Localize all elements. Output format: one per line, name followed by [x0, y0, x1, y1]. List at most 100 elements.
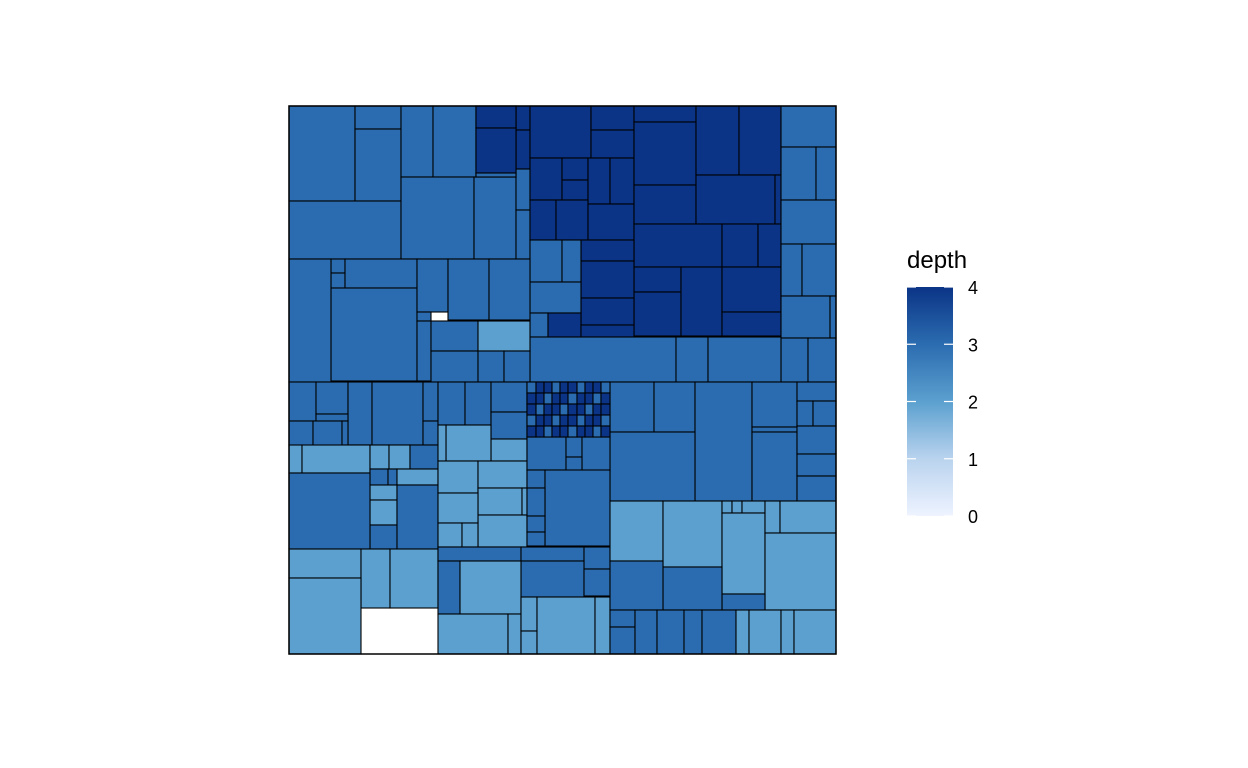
- treemap-tile: [529, 336, 677, 383]
- treemap-tile: [515, 209, 531, 260]
- treemap-tile: [567, 381, 578, 394]
- treemap-tile: [721, 500, 733, 514]
- treemap-tile: [576, 403, 586, 416]
- treemap-tile: [416, 258, 449, 313]
- treemap-tile: [521, 487, 528, 516]
- treemap-tile: [796, 453, 837, 477]
- treemap-tile: [437, 492, 479, 524]
- treemap-tile: [721, 593, 766, 611]
- treemap-tile: [609, 381, 655, 433]
- treemap-tile: [774, 174, 782, 225]
- treemap-tile: [475, 105, 517, 129]
- treemap-tile: [662, 566, 723, 611]
- treemap-tile: [369, 524, 398, 550]
- treemap-tile: [592, 381, 602, 394]
- treemap-tile: [580, 239, 635, 262]
- treemap-tile: [535, 414, 545, 427]
- treemap-tile: [354, 128, 402, 202]
- treemap-tile: [490, 381, 528, 413]
- treemap-tile: [529, 157, 563, 201]
- treemap-tile: [735, 609, 750, 655]
- treemap-tile: [520, 596, 538, 632]
- treemap-tile: [559, 392, 569, 405]
- treemap-tile: [559, 381, 569, 394]
- treemap-tile: [587, 157, 611, 205]
- treemap-tile: [369, 444, 390, 470]
- treemap-tile: [779, 500, 837, 534]
- treemap-tile: [526, 469, 546, 489]
- treemap-tile: [312, 420, 343, 447]
- treemap-tile: [369, 499, 398, 526]
- treemap-tile: [565, 456, 583, 472]
- treemap-tile: [662, 500, 723, 568]
- treemap-tile: [459, 560, 522, 615]
- treemap-tile: [796, 400, 814, 427]
- treemap-tile: [387, 468, 398, 486]
- treemap-tile: [576, 381, 586, 394]
- treemap-tile: [600, 425, 611, 438]
- treemap-tile: [633, 184, 697, 225]
- treemap-tile: [695, 105, 740, 176]
- treemap-tile: [529, 239, 563, 283]
- treemap-tile: [288, 444, 303, 474]
- treemap-tile: [354, 105, 402, 130]
- treemap-tile: [600, 381, 611, 394]
- treemap-tile: [721, 223, 759, 268]
- treemap-tile: [477, 460, 528, 489]
- treemap-tile: [543, 414, 553, 427]
- treemap-tile: [396, 468, 439, 486]
- treemap-tile: [801, 243, 837, 297]
- legend-tick-label: 2: [968, 393, 978, 413]
- treemap-tile: [555, 199, 589, 241]
- treemap-tile: [437, 613, 509, 655]
- treemap-tile: [490, 411, 528, 440]
- treemap-tile: [565, 436, 583, 458]
- treemap-tile: [600, 414, 611, 427]
- treemap-tile: [477, 487, 523, 516]
- treemap-tile: [764, 500, 781, 534]
- treemap-tile: [780, 146, 817, 201]
- legend-title: depth: [907, 247, 967, 274]
- treemap-tile: [475, 127, 517, 174]
- treemap-tile: [567, 392, 578, 405]
- treemap-tile: [526, 414, 537, 427]
- treemap-tile: [721, 311, 782, 337]
- treemap-tile: [796, 425, 837, 455]
- treemap-tile: [590, 129, 635, 159]
- treemap-tile: [815, 146, 837, 201]
- treemap-tile: [576, 414, 586, 427]
- legend: depth 0 1 2 3 4: [907, 247, 978, 527]
- treemap-tile: [389, 548, 439, 609]
- treemap-tile: [764, 532, 837, 611]
- legend-ticks: 0 1 2 3 4: [907, 278, 978, 527]
- legend-tick-label: 1: [968, 450, 978, 470]
- treemap-tile: [592, 425, 602, 438]
- treemap-tile: [445, 424, 492, 462]
- treemap-tile: [543, 403, 553, 416]
- treemap-tile: [675, 336, 709, 383]
- treemap-tile: [409, 444, 439, 470]
- treemap-tile: [592, 392, 602, 405]
- treemap-tile: [526, 381, 537, 394]
- treemap-tile: [741, 500, 766, 514]
- treemap-tile: [515, 105, 531, 131]
- treemap-tile: [288, 420, 314, 447]
- treemap-tile: [369, 484, 398, 501]
- treemap-tile: [526, 392, 537, 405]
- treemap-tile: [288, 258, 332, 383]
- treemap-tile: [477, 320, 531, 352]
- treemap-tile: [812, 400, 837, 427]
- treemap-tile: [796, 381, 837, 402]
- treemap-tile: [656, 609, 685, 655]
- treemap-tile: [437, 560, 461, 615]
- treemap-tile: [633, 266, 682, 293]
- treemap-tile: [477, 514, 528, 548]
- treemap-tile: [584, 392, 594, 405]
- treemap-tile: [360, 548, 391, 609]
- treemap-tile: [432, 105, 477, 178]
- treemap-tile: [529, 105, 592, 159]
- treemap-tile: [561, 179, 589, 201]
- treemap-tile: [543, 392, 553, 405]
- treemap-tile: [330, 272, 346, 289]
- treemap-tile: [584, 403, 594, 416]
